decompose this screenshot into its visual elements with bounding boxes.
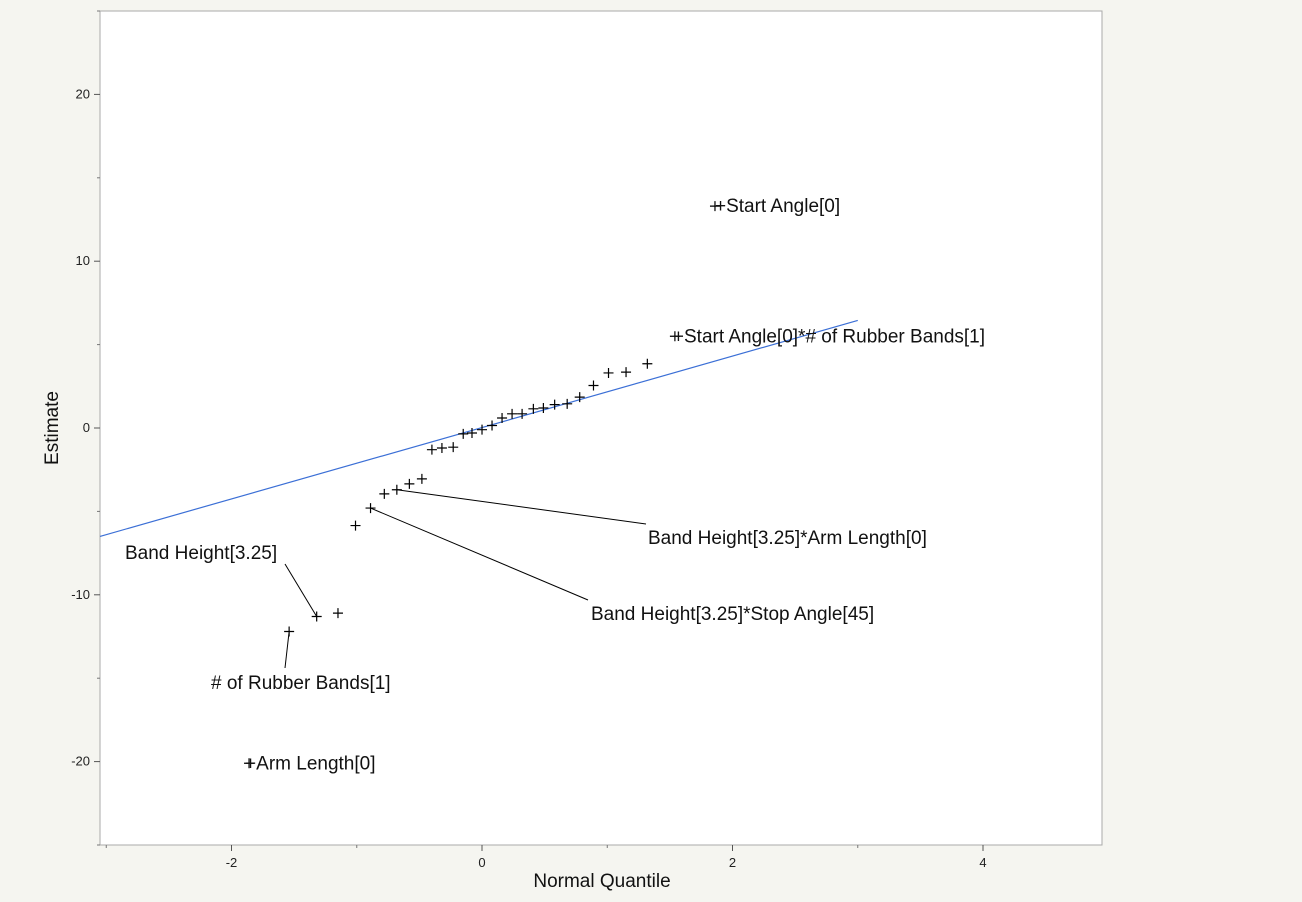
annotation-label: Band Height[3.25] [125, 543, 277, 564]
annotation-label: Band Height[3.25]*Stop Angle[45] [591, 604, 874, 625]
data-point [416, 473, 427, 484]
data-point [466, 428, 477, 439]
data-point [621, 367, 632, 378]
annotation-leader [396, 489, 647, 525]
data-point [603, 367, 614, 378]
annotation-label: +Start Angle[0]*# of Rubber Bands[1] [673, 326, 985, 347]
y-tick-label: 10 [76, 253, 90, 268]
data-point [507, 408, 518, 419]
data-point [426, 444, 437, 455]
data-point [448, 442, 459, 453]
data-point [642, 358, 653, 369]
y-axis-title: Estimate [42, 391, 63, 465]
data-point [709, 201, 720, 212]
data-point [538, 402, 549, 413]
data-point [549, 399, 560, 410]
x-tick-label: -2 [226, 855, 238, 870]
annotation-label: # of Rubber Bands[1] [211, 673, 391, 694]
annotation-leader [284, 563, 318, 617]
y-tick-label: -10 [71, 587, 90, 602]
x-axis: -2 0 2 4 [105, 845, 987, 870]
data-point [574, 392, 585, 403]
reference-line [99, 319, 858, 537]
x-tick-label: 2 [729, 855, 736, 870]
data-point [497, 412, 508, 423]
data-point [332, 608, 343, 619]
y-tick-label: -20 [71, 754, 90, 769]
annotation-label: +Arm Length[0] [245, 753, 375, 774]
data-point [244, 758, 255, 769]
annotation-label: +Start Angle[0] [715, 196, 840, 217]
data-point [404, 478, 415, 489]
annotation-leader [370, 507, 589, 601]
y-tick-label: 20 [76, 86, 90, 101]
plot-area [99, 10, 1103, 846]
data-point [517, 408, 528, 419]
annotations: +Start Angle[0] +Start Angle[0]*# of Rubb… [125, 196, 985, 774]
x-tick-label: 4 [979, 855, 986, 870]
x-tick-label: 0 [478, 855, 485, 870]
data-point [562, 398, 573, 409]
data-point [436, 443, 447, 454]
data-point [379, 488, 390, 499]
data-point [477, 424, 488, 435]
reference-line-group [99, 319, 858, 537]
y-axis: -20 -10 0 10 20 [71, 10, 100, 846]
annotation-leader [284, 631, 290, 669]
data-point [528, 403, 539, 414]
data-point [588, 380, 599, 391]
x-axis-title: Normal Quantile [533, 871, 670, 892]
data-point [350, 520, 361, 531]
data-point [487, 420, 498, 431]
y-tick-label: 0 [83, 420, 90, 435]
annotation-label: Band Height[3.25]*Arm Length[0] [648, 528, 927, 549]
data-points [244, 201, 720, 769]
data-point [458, 428, 469, 439]
data-point [669, 331, 680, 342]
